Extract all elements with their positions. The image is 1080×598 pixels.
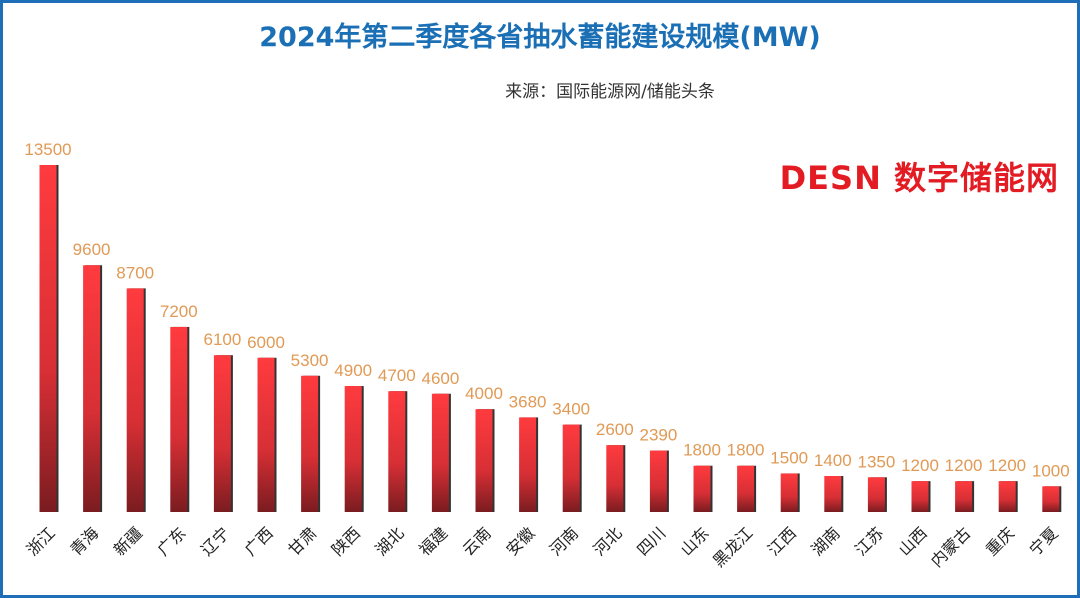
- bar-广东: [170, 326, 188, 512]
- x-tick-label: 河北: [590, 523, 626, 559]
- x-tick-label: 江西: [764, 523, 800, 559]
- bar-甘肃: [301, 375, 319, 512]
- data-label: 1500: [770, 448, 808, 467]
- bar-云南: [475, 409, 493, 512]
- x-tick-label: 浙江: [23, 523, 59, 559]
- x-tick-label: 青海: [66, 523, 102, 559]
- bar-陕西: [344, 386, 362, 512]
- x-tick-label: 甘肃: [284, 523, 320, 559]
- bar-四川: [649, 450, 667, 512]
- bar-新疆: [126, 288, 144, 512]
- bar-宁夏: [1042, 486, 1060, 512]
- x-tick-label: 广东: [154, 523, 190, 559]
- data-label: 4700: [378, 366, 416, 385]
- data-label: 1800: [683, 441, 721, 460]
- data-label: 7200: [160, 302, 198, 321]
- x-tick-label: 重庆: [982, 523, 1018, 559]
- data-label: 3680: [509, 392, 547, 411]
- watermark-logo: DESN 数字储能网: [779, 159, 1059, 197]
- bar-广西: [257, 357, 275, 512]
- bar-青海: [83, 265, 101, 512]
- bar-安徽: [519, 417, 537, 512]
- bar-湖南: [824, 476, 842, 512]
- data-label: 5300: [291, 351, 329, 370]
- bar-黑龙江: [737, 465, 755, 512]
- bar-福建: [431, 393, 449, 512]
- x-tick-label: 福建: [415, 523, 451, 559]
- data-label: 2600: [596, 420, 634, 439]
- data-label: 3400: [552, 400, 590, 419]
- chart-title: 2024年第二季度各省抽水蓄能建设规模(MW): [259, 22, 821, 53]
- bar-河北: [606, 445, 624, 512]
- data-label: 1200: [901, 456, 939, 475]
- x-tick-label: 辽宁: [197, 523, 233, 559]
- x-tick-label: 陕西: [328, 523, 364, 559]
- x-tick-label: 安徽: [502, 523, 538, 559]
- x-tick-label: 江苏: [851, 523, 887, 559]
- data-label: 1800: [727, 441, 765, 460]
- bar-山西: [911, 481, 929, 512]
- chart-source: 来源：国际能源网/储能头条: [505, 82, 715, 102]
- x-tick-label: 山西: [895, 523, 931, 559]
- data-label: 6100: [203, 330, 241, 349]
- data-label: 8700: [116, 263, 154, 282]
- data-label: 9600: [73, 240, 111, 259]
- data-label: 4900: [334, 361, 372, 380]
- x-tick-label: 新疆: [110, 523, 146, 559]
- data-label: 1000: [1032, 461, 1070, 480]
- x-tick-label: 山东: [677, 523, 713, 559]
- x-tick-label: 黑龙江: [709, 523, 756, 570]
- bar-内蒙古: [955, 481, 973, 512]
- x-tick-label: 河南: [546, 523, 582, 559]
- data-label: 1400: [814, 451, 852, 470]
- bar-山东: [693, 465, 711, 512]
- x-tick-label: 四川: [633, 523, 669, 559]
- x-tick-label: 云南: [459, 523, 495, 559]
- x-tick-label: 广西: [241, 523, 277, 559]
- x-tick-label: 湖南: [808, 523, 844, 559]
- data-label: 4600: [421, 369, 459, 388]
- bar-浙江: [39, 165, 57, 512]
- bar-江西: [780, 473, 798, 512]
- data-label: 13500: [24, 140, 71, 159]
- data-label: 6000: [247, 333, 285, 352]
- x-tick-label: 宁夏: [1026, 523, 1062, 559]
- bar-重庆: [998, 481, 1016, 512]
- data-label: 2390: [639, 426, 677, 445]
- bar-江苏: [867, 477, 885, 512]
- data-label: 1350: [857, 452, 895, 471]
- data-label: 1200: [988, 456, 1026, 475]
- bar-辽宁: [213, 355, 231, 512]
- bar-chart: 13500 浙江 9600 青海 8700 新疆 7200 广东 6100 辽宁 6000 广西 530…: [23, 140, 1070, 571]
- bar-湖北: [388, 391, 406, 512]
- x-tick-label: 内蒙古: [927, 523, 974, 570]
- data-label: 1200: [945, 456, 983, 475]
- x-tick-label: 湖北: [372, 523, 408, 559]
- bar-河南: [562, 424, 580, 512]
- data-label: 4000: [465, 384, 503, 403]
